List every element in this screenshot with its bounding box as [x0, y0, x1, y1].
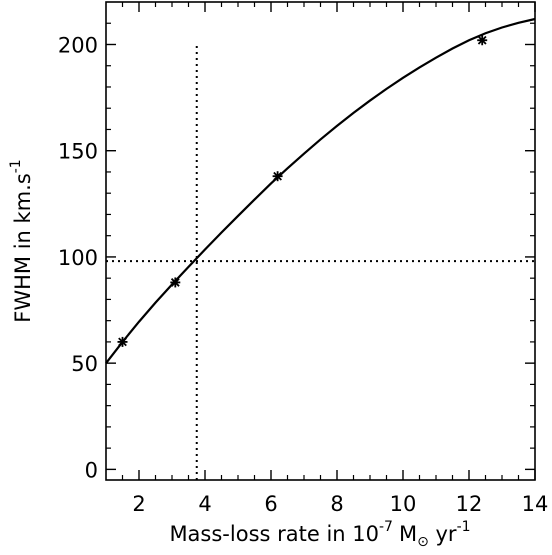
y-tick-label: 150: [58, 140, 98, 164]
data-point-stroke: [477, 35, 487, 45]
series-group: [105, 17, 536, 364]
x-tick-label: 4: [198, 492, 211, 516]
fit-curve: [105, 17, 536, 364]
x-axis-label: Mass-loss rate in 10-7 M⊙ yr-1: [169, 519, 470, 550]
data-point-stroke: [118, 337, 127, 347]
reference-lines: [106, 44, 535, 480]
x-axis-label-exponent: -7: [379, 519, 393, 535]
tick-labels: 2 4 6 8 10 12 14 0 50 100 150 200: [58, 33, 548, 516]
plot-frame: [105, 1, 536, 481]
y-tick-label: 200: [58, 33, 98, 57]
data-point: [272, 171, 283, 182]
data-point-stroke: [273, 171, 282, 181]
y-tick-label: 0: [85, 458, 98, 482]
x-tick-label: 8: [330, 492, 343, 516]
x-axis-label-suffix: yr: [429, 522, 457, 546]
y-tick-label: 100: [58, 246, 98, 270]
x-axis-label-prefix: Mass-loss rate in 10: [169, 522, 379, 546]
x-axis-label-suffix-exponent: -1: [457, 519, 471, 535]
data-point: [117, 336, 128, 347]
y-tick-label: 50: [71, 352, 98, 376]
y-axis-label: FWHM in km.s-1: [8, 159, 35, 322]
data-point-stroke: [170, 278, 180, 287]
x-tick-label: 2: [132, 492, 145, 516]
data-point: [170, 277, 181, 288]
x-axis-label-unit: M: [399, 522, 417, 546]
axis-ticks: [106, 2, 536, 480]
x-tick-label: 14: [522, 492, 549, 516]
data-point: [477, 35, 488, 46]
y-axis-label-prefix: FWHM in km.s: [11, 173, 35, 322]
x-tick-label: 10: [390, 492, 417, 516]
y-axis-label-exponent: -1: [8, 159, 24, 173]
x-tick-label: 12: [456, 492, 483, 516]
x-axis-label-unit-subscript: ⊙: [417, 534, 429, 550]
x-tick-label: 6: [264, 492, 277, 516]
